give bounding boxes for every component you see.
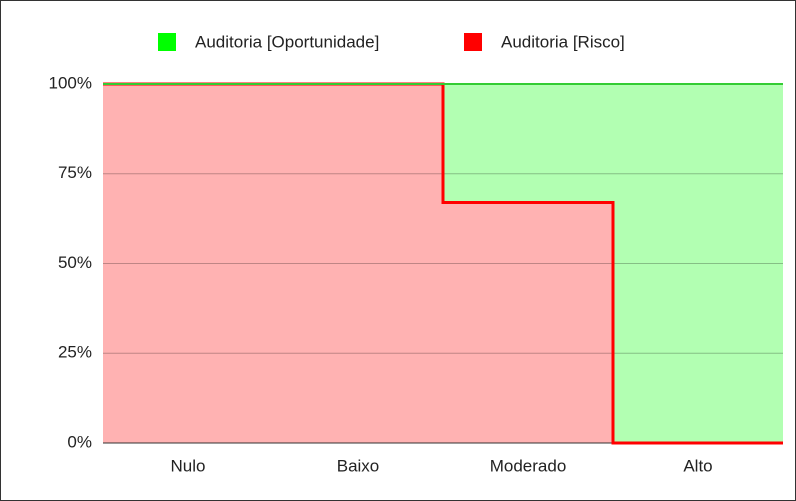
area-segment	[443, 84, 613, 203]
y-tick-label: 0%	[67, 432, 92, 451]
y-tick-label: 50%	[58, 253, 92, 272]
area-segment	[443, 202, 613, 443]
area-segment	[613, 84, 783, 443]
y-tick-label: 75%	[58, 163, 92, 182]
area-segment	[103, 84, 273, 443]
x-tick-label: Moderado	[490, 456, 567, 475]
legend-swatch	[158, 33, 176, 51]
y-tick-label: 25%	[58, 343, 92, 362]
x-tick-label: Alto	[683, 456, 712, 475]
legend-label: Auditoria [Oportunidade]	[195, 32, 379, 51]
x-tick-label: Baixo	[337, 456, 380, 475]
x-tick-label: Nulo	[171, 456, 206, 475]
legend-label: Auditoria [Risco]	[501, 32, 625, 51]
area-segment	[273, 84, 443, 443]
y-tick-label: 100%	[49, 73, 92, 92]
legend-swatch	[464, 33, 482, 51]
